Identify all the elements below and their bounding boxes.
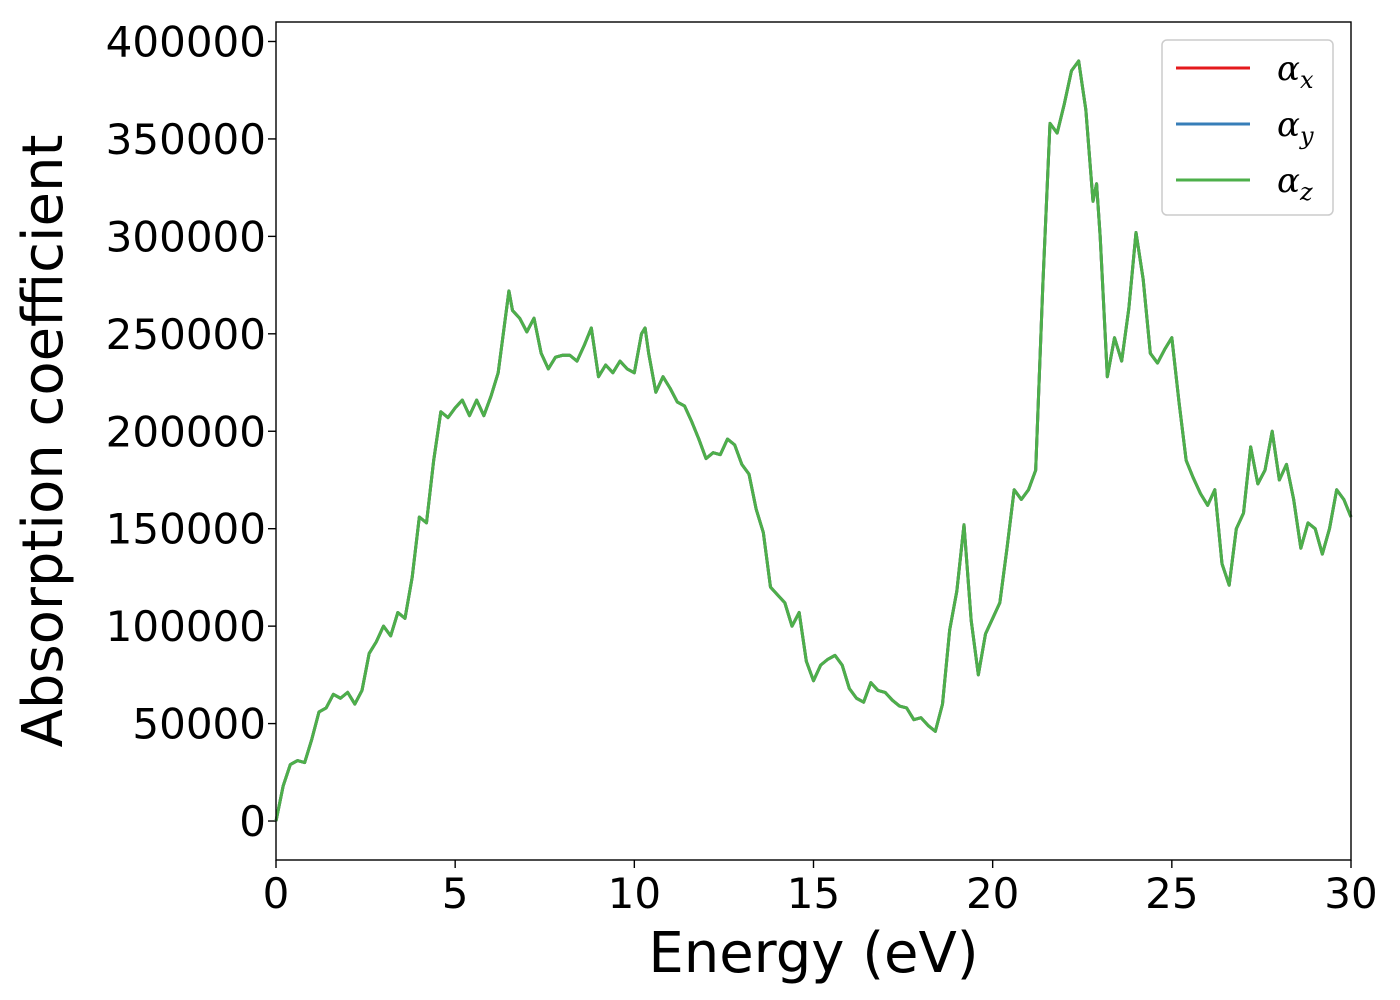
y-tick-label: 300000 (106, 212, 266, 261)
x-tick-label: 15 (787, 869, 840, 918)
series-layer (274, 59, 1353, 822)
y-axis-label: Absorption coefficient (11, 135, 76, 748)
y-tick-label: 0 (239, 797, 266, 846)
y-tick-label: 50000 (132, 700, 266, 749)
x-tick-label: 20 (966, 869, 1019, 918)
ticks-layer: 0 5 10 15 20 25 30 0 50000 100000 150000 200000 2500… (106, 17, 1378, 918)
x-tick-label: 30 (1324, 869, 1377, 918)
x-tick-label: 0 (263, 869, 290, 918)
y-tick-label: 250000 (106, 310, 266, 359)
y-tick-label: 200000 (106, 407, 266, 456)
plot-frame (275, 21, 1352, 861)
x-tick-label: 10 (608, 869, 661, 918)
y-tick-label: 400000 (106, 17, 266, 66)
series-line-alpha-z (274, 59, 1353, 822)
y-tick-label: 150000 (106, 505, 266, 554)
x-axis-label: Energy (eV) (648, 921, 978, 986)
x-tick-label: 25 (1145, 869, 1198, 918)
y-tick-label: 100000 (106, 602, 266, 651)
y-tick-label: 350000 (106, 115, 266, 164)
x-tick-label: 5 (442, 869, 469, 918)
legend-label: αy (1277, 105, 1314, 150)
legend-box (1161, 39, 1334, 216)
